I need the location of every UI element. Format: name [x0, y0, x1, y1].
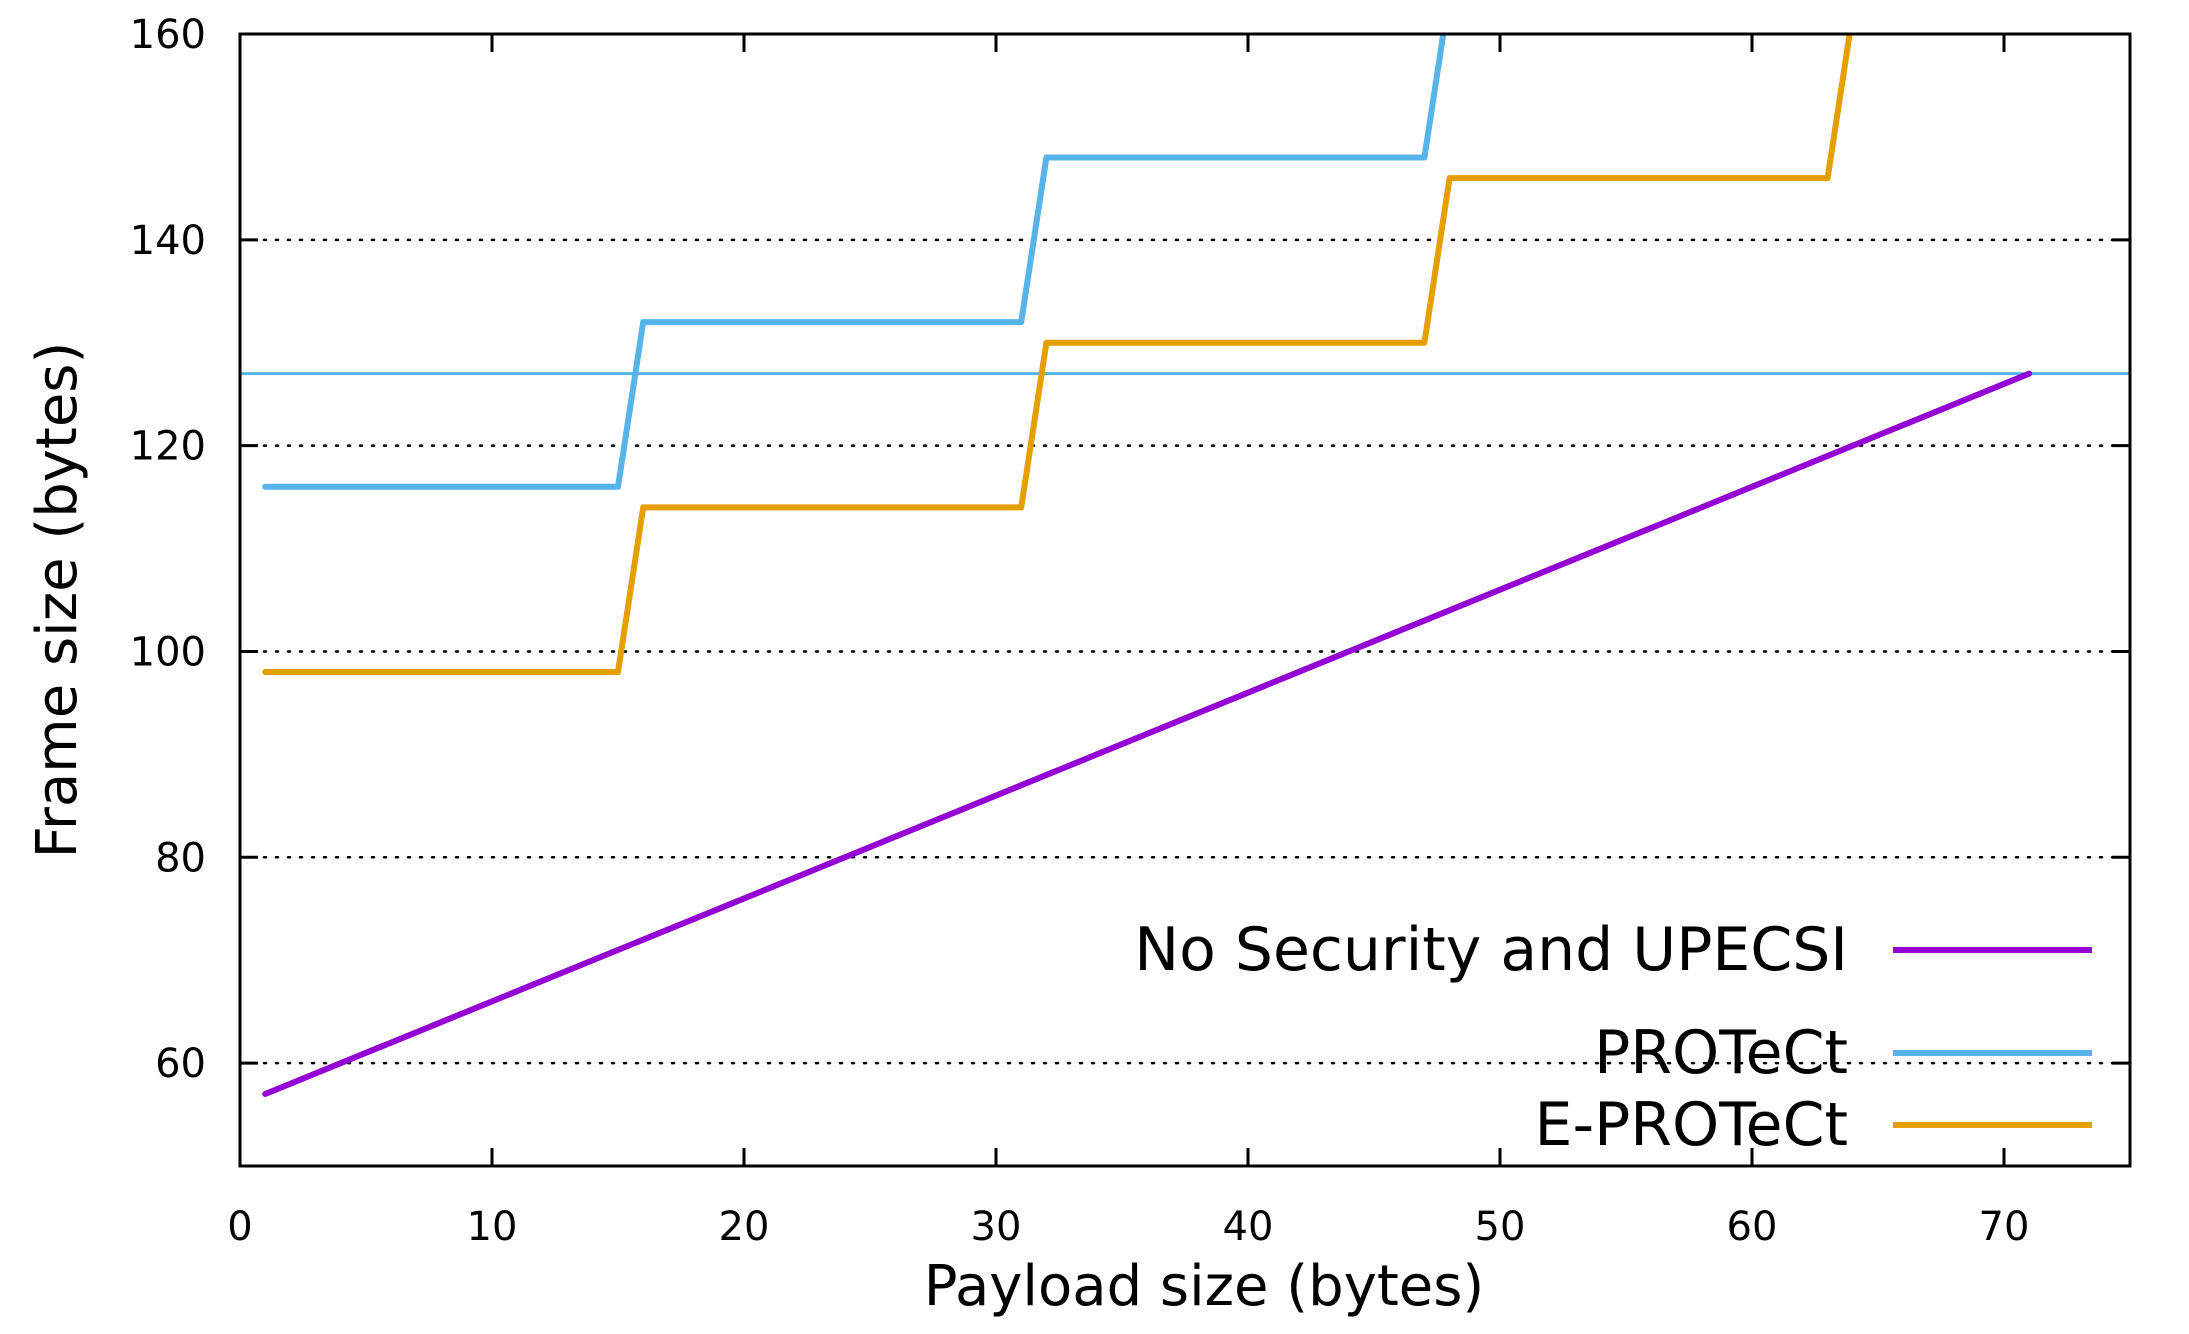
y-tick-label: 140	[130, 218, 206, 264]
y-tick-label: 60	[155, 1041, 206, 1087]
x-tick-label: 10	[467, 1204, 518, 1250]
legend-label: PROTeCt	[1594, 1018, 1848, 1088]
data-series	[262, 34, 2033, 1097]
x-tick-label: 30	[971, 1204, 1022, 1250]
axis-ticks: 60 80 100 120 140 160 0 10 20 30 40 50 60 70	[130, 12, 2130, 1250]
y-tick-label: 80	[155, 835, 206, 881]
y-tick-label: 120	[130, 424, 206, 470]
series-line-1	[262, 370, 2033, 1097]
y-tick-label: 160	[130, 12, 206, 58]
series-line-2	[262, 34, 1447, 490]
legend-label: E-PROTeCt	[1535, 1090, 1848, 1160]
y-tick-label: 100	[130, 629, 206, 675]
x-tick-label: 70	[1979, 1204, 2030, 1250]
grid-lines	[238, 238, 2132, 1065]
x-tick-label: 0	[227, 1204, 252, 1250]
x-tick-label: 50	[1475, 1204, 1526, 1250]
plot-frame	[238, 32, 2132, 1168]
x-tick-label: 40	[1223, 1204, 1274, 1250]
y-axis-title: Frame size (bytes)	[25, 342, 90, 859]
legend-label: No Security and UPECSI	[1134, 915, 1848, 985]
series-line-3	[262, 34, 1853, 675]
x-tick-label: 60	[1727, 1204, 1778, 1250]
x-axis-title: Payload size (bytes)	[924, 1254, 1485, 1319]
x-tick-label: 20	[719, 1204, 770, 1250]
